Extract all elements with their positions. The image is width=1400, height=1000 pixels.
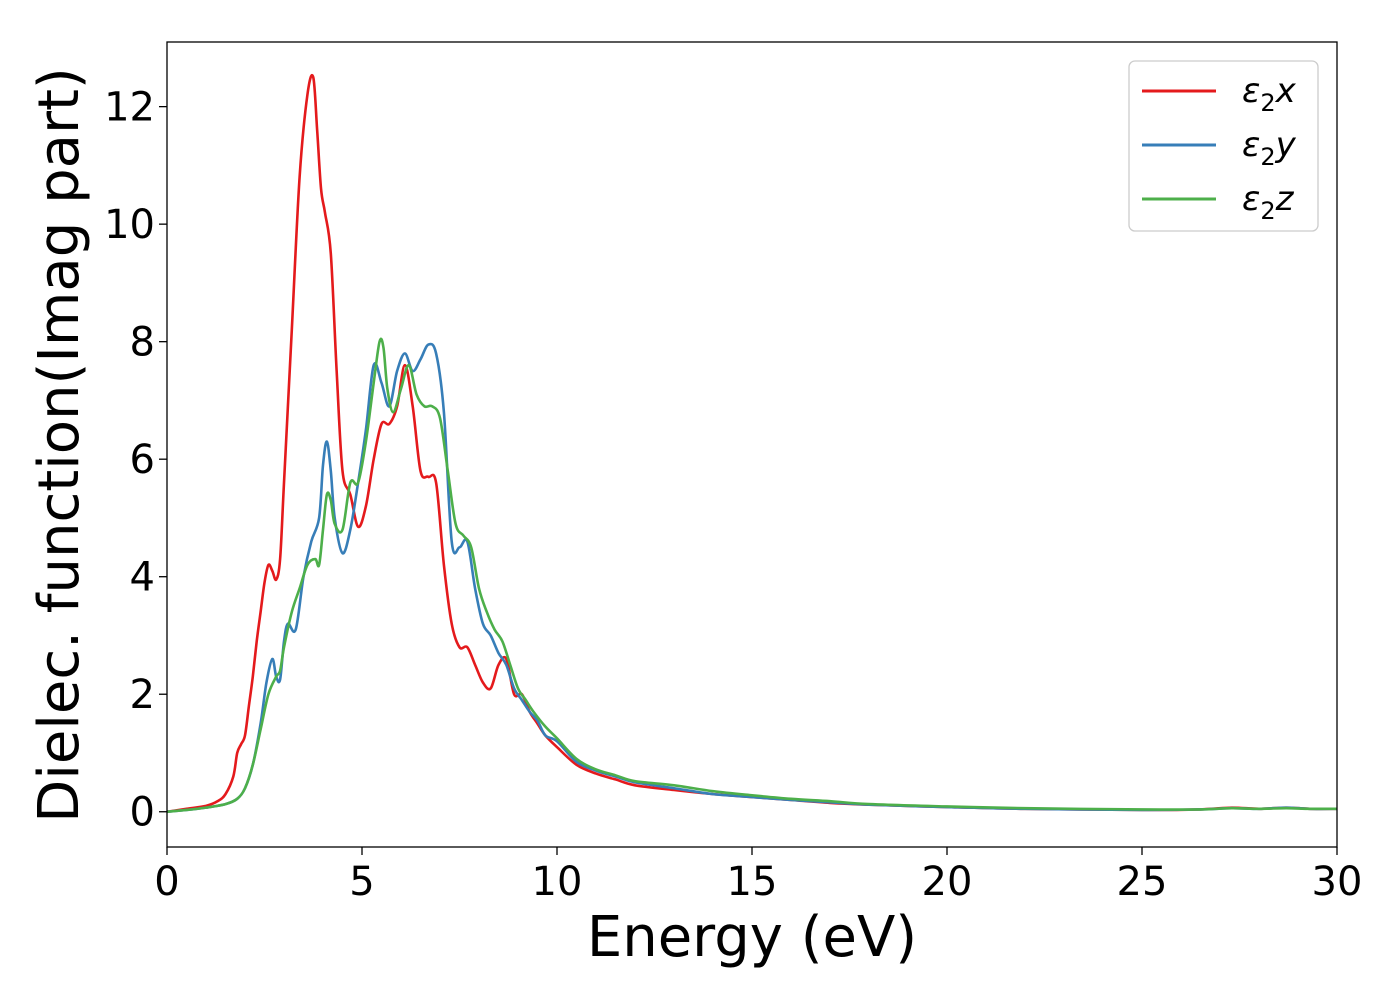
- x-axis: 0 5 10 15 20 25 30: [154, 847, 1362, 905]
- x-tick-label: 5: [349, 859, 374, 905]
- y-axis: 0 2 4 6 8 10 12: [104, 85, 167, 836]
- legend-box: [1128, 60, 1319, 232]
- x-tick-label: 10: [532, 859, 583, 905]
- x-tick-label: 15: [727, 859, 778, 905]
- x-tick-label: 20: [922, 859, 973, 905]
- y-tick-label: 12: [104, 85, 155, 131]
- legend-label-z: ε2z: [1242, 179, 1295, 225]
- y-tick-label: 4: [130, 555, 155, 601]
- plot-lines: [166, 73, 1338, 814]
- y-axis-label: Dielec. function(Imag part): [27, 67, 92, 823]
- x-axis-label: Energy (eV): [587, 905, 917, 970]
- y-tick-label: 10: [104, 202, 155, 248]
- y-tick-label: 2: [130, 672, 155, 718]
- x-tick-label: 0: [154, 859, 179, 905]
- legend-label-x: ε2x: [1242, 71, 1297, 117]
- x-tick-label: 30: [1312, 859, 1363, 905]
- series-line-z: [166, 337, 1338, 814]
- legend-label-y: ε2y: [1242, 125, 1297, 171]
- y-tick-label: 6: [130, 437, 155, 483]
- series-line-y: [166, 342, 1338, 814]
- y-tick-label: 0: [130, 790, 155, 836]
- x-tick-label: 25: [1117, 859, 1168, 905]
- y-tick-label: 8: [130, 320, 155, 366]
- legend: ε2x ε2y ε2z: [1128, 60, 1319, 232]
